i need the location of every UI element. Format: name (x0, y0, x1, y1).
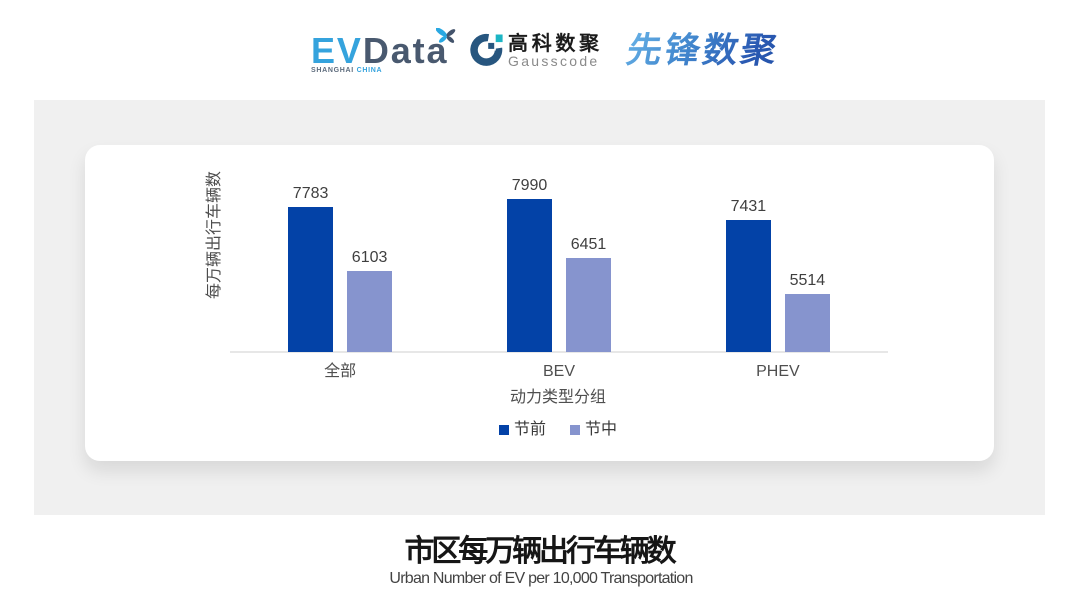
legend-swatch-icon (570, 424, 580, 435)
bar-value-label: 7431 (730, 198, 767, 216)
category-label-PHEV: PHEV (756, 363, 800, 380)
bar-value-label: 6451 (570, 235, 607, 253)
chart-subtitle: Urban Number of EV per 10,000 Transporta… (389, 570, 693, 587)
y-axis-label: 每万辆出行车辆数 (206, 171, 223, 300)
legend-label: 节前 (513, 421, 546, 438)
evdata-china-text: CHINA (356, 67, 383, 74)
gausscode-cn-text: 高科数聚 (508, 33, 603, 55)
gausscode-text: 高科数聚 Gausscode (508, 33, 603, 69)
category-label-BEV: BEV (542, 363, 575, 380)
x-axis-line (230, 351, 888, 353)
legend-item-节前: 节前 (498, 420, 546, 439)
bar-value-label: 6103 (351, 249, 388, 267)
evdata-data-text: Data (362, 30, 449, 71)
bar-value-label: 7990 (511, 176, 548, 194)
bar-节中-全部 (347, 271, 392, 352)
bar-节前-全部 (288, 206, 333, 352)
evdata-logo: EVData SHANGHAI CHINA (311, 28, 456, 74)
gausscode-en-text: Gausscode (508, 53, 600, 69)
chart-title: 市区每万辆出行车辆数 (404, 535, 677, 568)
gausscode-logo: 高科数聚 Gausscode (469, 33, 603, 69)
evdata-ev-text: EV (311, 30, 363, 71)
legend-label: 节中 (585, 421, 618, 438)
legend: 节前 节中 (358, 420, 758, 439)
bar-节前-BEV (507, 198, 552, 352)
legend-swatch-icon (498, 424, 509, 435)
pioneer-logo-text: 先锋数聚 (623, 31, 783, 70)
evdata-shanghai-text: SHANGHAI (311, 67, 354, 74)
header-logos: EVData SHANGHAI CHINA 高科数聚 (0, 0, 1080, 95)
category-label-全部: 全部 (324, 363, 357, 380)
evdata-wordmark: EVData (311, 28, 456, 69)
legend-item-节中: 节中 (570, 420, 617, 439)
x-axis-title: 动力类型分组 (509, 389, 606, 406)
evdata-sparkle-icon (436, 28, 456, 43)
bar-节中-PHEV (785, 293, 830, 352)
evdata-subtext: SHANGHAI CHINA (311, 67, 448, 74)
bar-节中-BEV (566, 257, 611, 352)
bar-value-label: 7783 (292, 184, 329, 202)
bar-value-label: 5514 (789, 271, 826, 289)
gausscode-mark-icon (470, 33, 503, 66)
bar-节前-PHEV (726, 220, 771, 352)
